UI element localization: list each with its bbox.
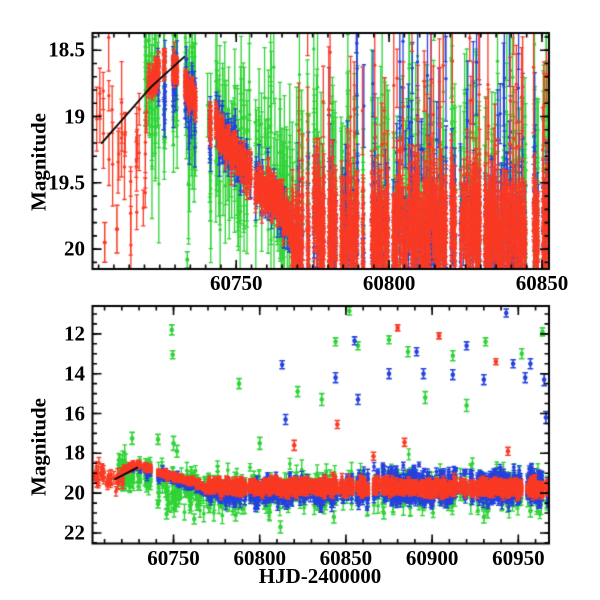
x-tick-label: 60800 bbox=[233, 545, 286, 570]
y-axis-label-top: Magnitude bbox=[26, 112, 51, 212]
x-tick-label: 60950 bbox=[492, 545, 545, 570]
x-tick-label: 60750 bbox=[209, 271, 263, 295]
y-tick-label: 18 bbox=[64, 440, 85, 465]
x-tick-label: 60850 bbox=[319, 545, 373, 570]
y-tick-label: 20 bbox=[64, 236, 85, 261]
y-tick-label: 14 bbox=[64, 361, 85, 386]
x-tick-label: 60850 bbox=[515, 271, 569, 295]
y-tick-label: 19.5 bbox=[48, 170, 85, 195]
y-tick-label: 22 bbox=[64, 520, 85, 545]
y-tick-label: 12 bbox=[64, 321, 85, 346]
y-tick-label: 18.5 bbox=[48, 37, 85, 62]
y-tick-label: 20 bbox=[64, 480, 85, 505]
x-tick-label: 60750 bbox=[147, 545, 200, 570]
y-axis-label-bottom: Magnitude bbox=[26, 397, 51, 497]
x-tick-label: 60800 bbox=[362, 271, 416, 295]
y-tick-label: 16 bbox=[64, 401, 85, 425]
y-tick-label: 19 bbox=[64, 104, 85, 129]
x-axis-label: HJD-2400000 bbox=[258, 564, 382, 588]
x-tick-label: 60900 bbox=[405, 545, 459, 570]
